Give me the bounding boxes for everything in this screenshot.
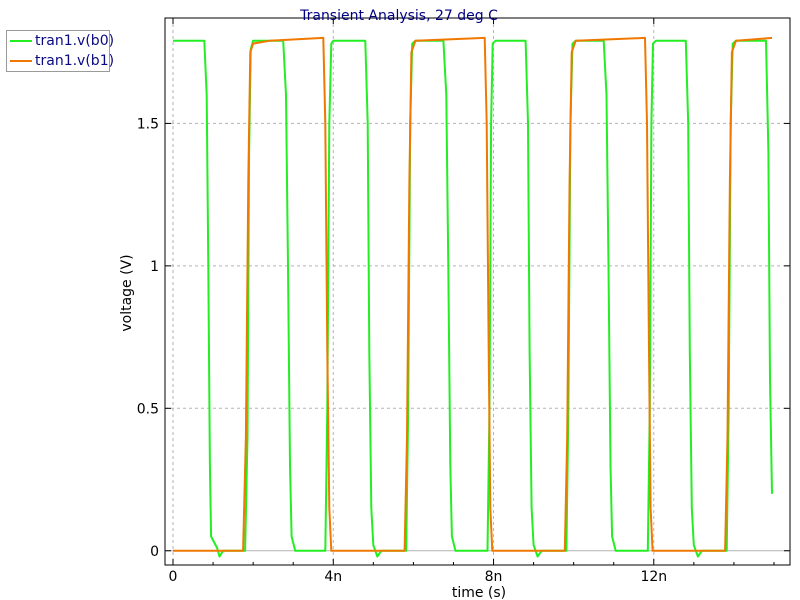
series-line-b0 (173, 39, 773, 558)
legend-swatch-b1 (10, 60, 32, 62)
x-axis-label: time (s) (452, 585, 506, 600)
legend-item-b0: tran1.v(b0) (7, 31, 114, 51)
series-line-b1 (173, 36, 773, 552)
x-tick-label: 8n (485, 569, 503, 585)
y-tick-label: 1 (150, 259, 159, 275)
x-tick-label: 0 (169, 569, 178, 585)
chart-legend: tran1.v(b0) tran1.v(b1) (6, 30, 114, 72)
y-tick-label: 1.5 (137, 116, 159, 132)
legend-item-b1: tran1.v(b1) (7, 51, 114, 71)
plot-area (164, 17, 791, 566)
legend-swatch-b0 (10, 40, 32, 42)
y-tick-label: 0 (150, 544, 159, 560)
legend-label-b0: tran1.v(b0) (35, 33, 115, 49)
legend-label-b1: tran1.v(b1) (35, 53, 115, 69)
y-axis-label: voltage (V) (119, 254, 135, 331)
x-tick-label: 12n (640, 569, 667, 585)
chart-title: Transient Analysis, 27 deg C (299, 8, 498, 24)
x-tick-label: 4n (324, 569, 342, 585)
y-tick-label: 0.5 (137, 401, 159, 417)
